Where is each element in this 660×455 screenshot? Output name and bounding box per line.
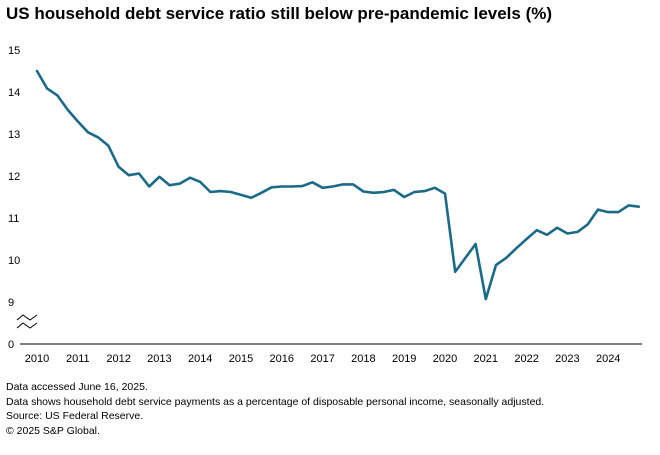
- note-source: Source: US Federal Reserve.: [6, 410, 144, 422]
- x-tick-label: 2012: [106, 353, 130, 365]
- x-tick-label: 2020: [433, 353, 457, 365]
- y-tick-label: 12: [8, 171, 20, 183]
- y-tick-label: 11: [8, 213, 19, 225]
- y-tick-label: 0: [8, 339, 14, 351]
- x-tick-label: 2013: [147, 353, 171, 365]
- y-tick-label: 14: [8, 87, 20, 99]
- x-tick-label: 2023: [555, 353, 579, 365]
- x-tick-label: 2014: [188, 353, 212, 365]
- chart-title: US household debt service ratio still be…: [6, 4, 553, 23]
- x-tick-label: 2019: [392, 353, 416, 365]
- y-tick-label: 15: [8, 45, 20, 57]
- y-tick-label: 9: [8, 297, 14, 309]
- x-tick-label: 2018: [351, 353, 375, 365]
- series-line: [35, 69, 641, 301]
- x-tick-label: 2015: [229, 353, 253, 365]
- x-tick-label: 2011: [66, 353, 90, 365]
- y-tick-label: 13: [8, 129, 20, 141]
- note-copyright: © 2025 S&P Global.: [6, 424, 100, 437]
- x-axis: 2010 2011 2012 2013 2014 2015 2016 2017 2018 2019…: [25, 353, 621, 365]
- axis-break-icon: [16, 314, 38, 329]
- x-tick-label: 2024: [596, 353, 620, 365]
- x-tick-label: 2017: [310, 353, 334, 365]
- x-tick-label: 2021: [474, 353, 498, 365]
- y-tick-label: 10: [8, 255, 20, 267]
- y-axis: 0 9 10 11 12 13 14 15: [8, 45, 20, 351]
- note-accessed: Data accessed June 16, 2025.: [6, 381, 148, 393]
- chart-notes: Data accessed June 16, 2025. Data shows …: [6, 380, 544, 438]
- note-definition: Data shows household debt service paymen…: [6, 395, 545, 408]
- x-tick-label: 2010: [25, 353, 49, 365]
- x-tick-label: 2022: [514, 353, 538, 365]
- x-tick-label: 2016: [270, 353, 294, 365]
